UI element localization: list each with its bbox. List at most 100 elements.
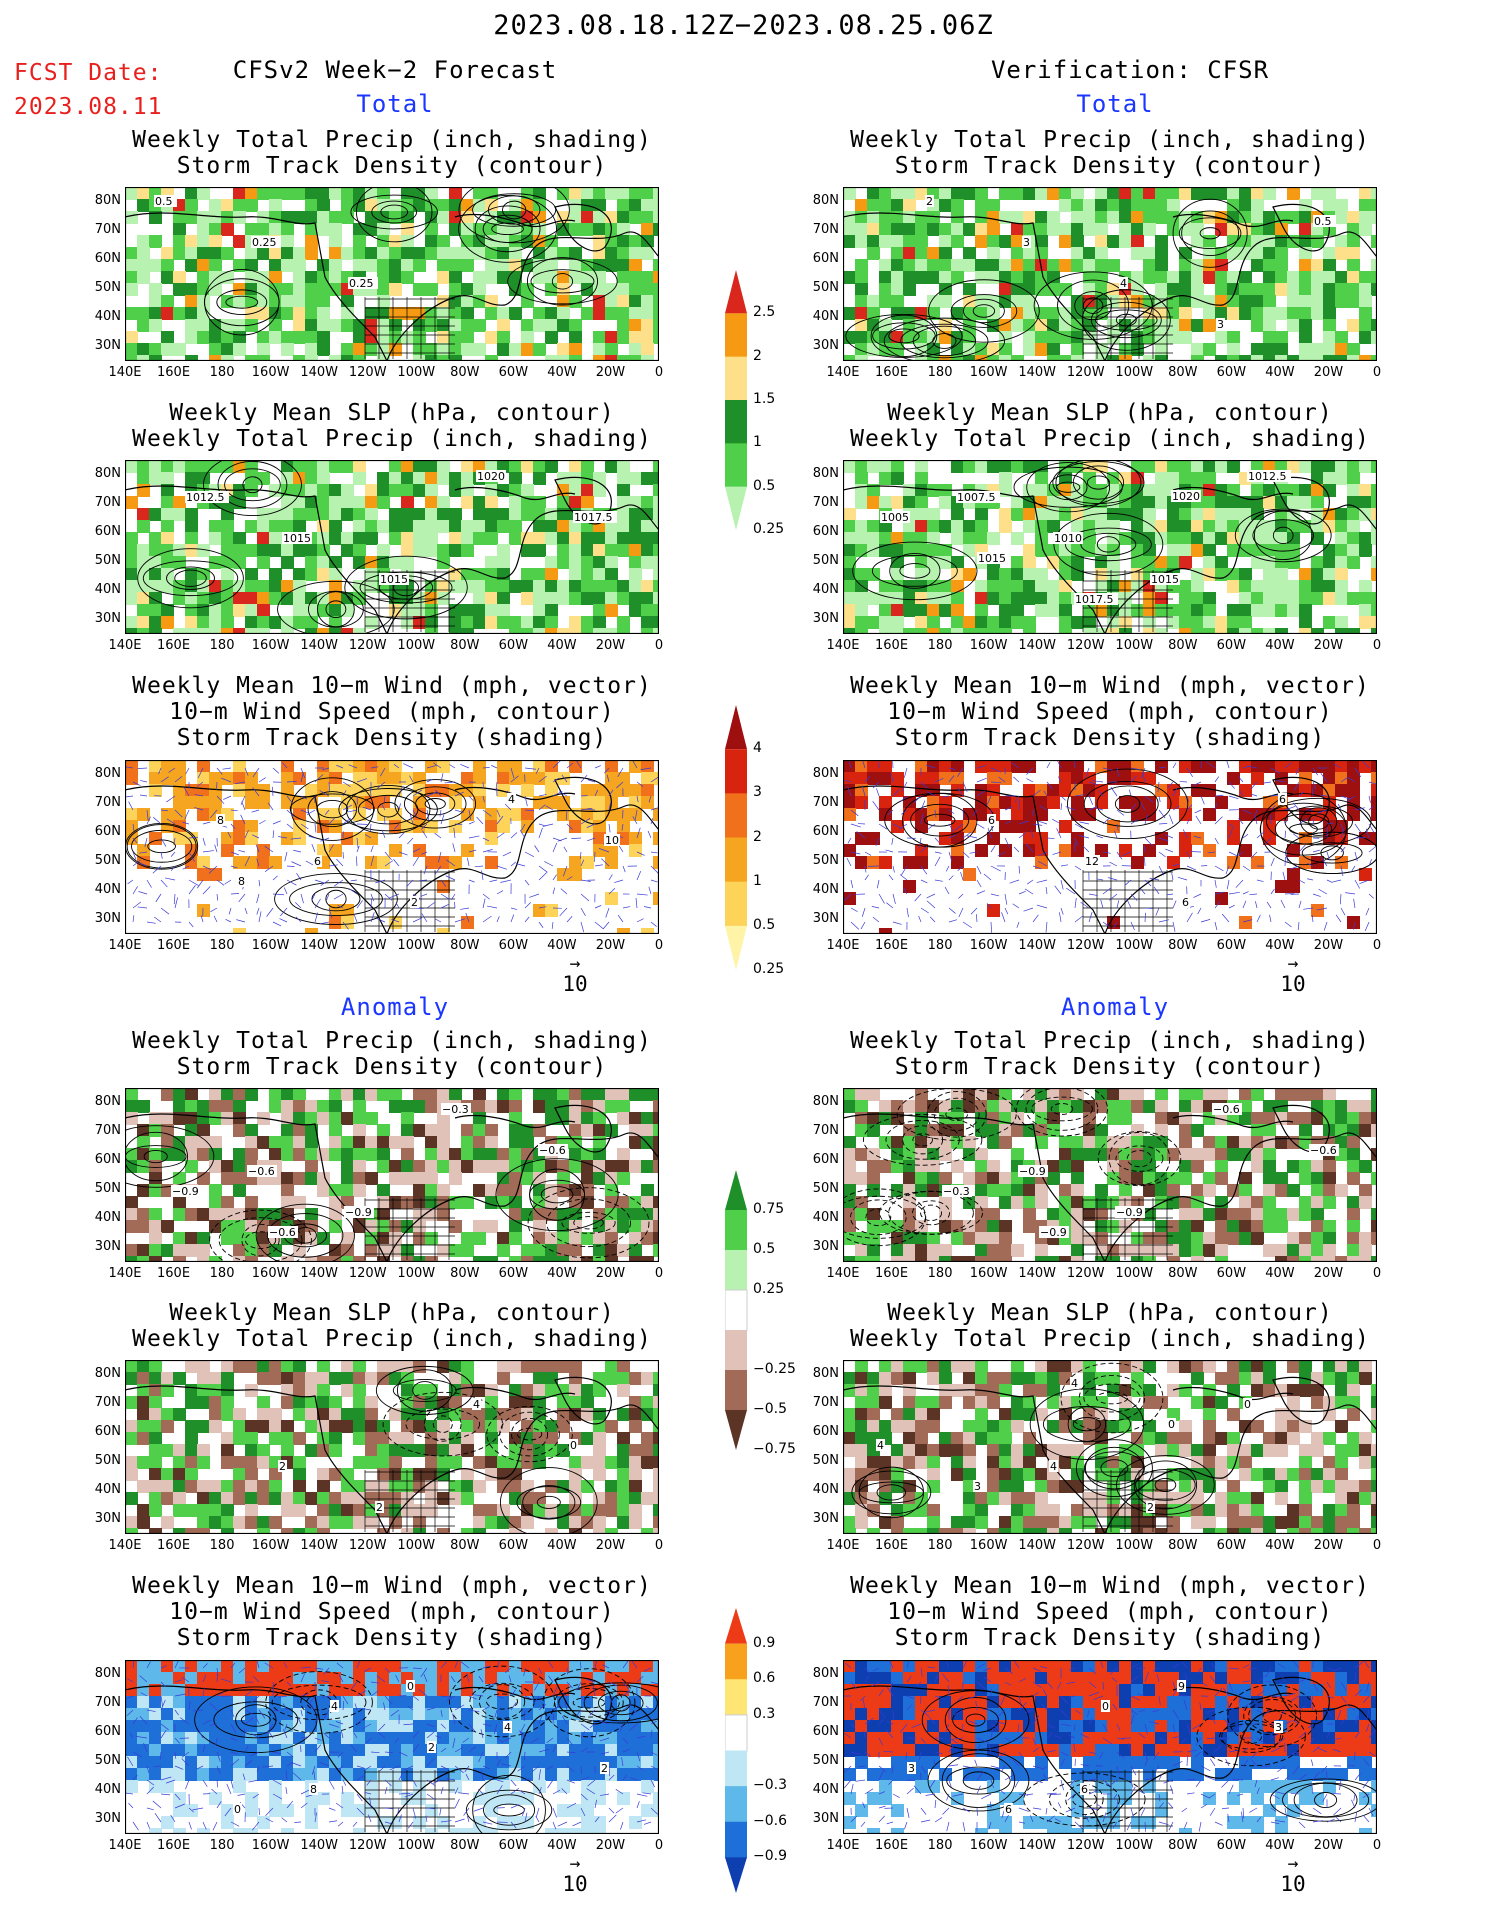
lon-label: 80W xyxy=(1168,938,1198,953)
coastline xyxy=(843,776,1377,934)
map-panel-vf-total-slp: 1007.5 1010 1015 1012.5 1005 1015 1017.5 1020 xyxy=(843,460,1377,634)
panel-title-line: Storm Track Density (shading) xyxy=(176,725,608,751)
shading-field xyxy=(125,460,659,634)
lon-label: 80W xyxy=(450,938,480,953)
lat-label: 40N xyxy=(812,882,839,897)
contour-label: 3 xyxy=(974,1480,981,1493)
map-frame xyxy=(125,1360,659,1534)
lon-label: 80W xyxy=(450,365,480,380)
contour-label: 6 xyxy=(1182,896,1189,909)
map-panel-vf-total-track: 2 3 4 3 0.5 xyxy=(843,187,1377,361)
contour-lines xyxy=(851,1362,1215,1519)
lat-label: 70N xyxy=(812,1395,839,1410)
coastline xyxy=(125,1676,659,1834)
lat-label: 30N xyxy=(94,1511,121,1526)
colorbar-segment xyxy=(725,313,747,358)
state-borders xyxy=(1082,297,1173,359)
lat-label: 80N xyxy=(812,766,839,781)
map-frame xyxy=(843,187,1377,361)
contour-label: 0 xyxy=(1244,1398,1251,1411)
contour-label: 8 xyxy=(238,875,245,888)
map-canvas: −0.9 −0.9 −0.6 −0.6 −0.3 −0.9 xyxy=(843,1088,1377,1262)
lon-label: 160E xyxy=(875,938,909,953)
colorbar-label: −0.3 xyxy=(753,1777,787,1794)
arrow-right-icon: → xyxy=(1287,1853,1299,1874)
lon-label: 120W xyxy=(1066,638,1105,653)
colorbar-label: 0.5 xyxy=(753,1241,776,1257)
lon-label: 60W xyxy=(1216,1538,1247,1553)
lat-label: 80N xyxy=(812,193,839,208)
lat-label: 80N xyxy=(812,1094,839,1109)
colorbar-label: 2.5 xyxy=(753,304,776,321)
lat-label: 80N xyxy=(94,1666,121,1681)
lon-label: 120W xyxy=(348,1266,387,1281)
lat-label: 80N xyxy=(812,1366,839,1381)
lon-label: 80W xyxy=(1168,1266,1198,1281)
lon-label: 20W xyxy=(595,1266,626,1281)
colorbar-label: 1.5 xyxy=(753,391,776,407)
contour-lines xyxy=(843,1088,1182,1247)
contour-label: −0.6 xyxy=(248,1165,275,1178)
lon-label: 0 xyxy=(1372,938,1382,953)
wind-vectors xyxy=(125,1660,659,1831)
wind-vectors xyxy=(844,760,1377,933)
colorbar-segment xyxy=(725,837,747,883)
map-panel-vf-anom-track: −0.9 −0.9 −0.6 −0.6 −0.3 −0.9 xyxy=(843,1088,1377,1262)
lat-label: 30N xyxy=(812,1239,839,1254)
colorbar-segment xyxy=(725,400,747,444)
lat-label: 70N xyxy=(94,222,121,237)
lon-label: 120W xyxy=(1066,938,1105,953)
vector-reference-value: 10 xyxy=(1280,1872,1306,1896)
lon-label: 40W xyxy=(547,938,577,953)
lon-label: 160E xyxy=(875,638,909,653)
lat-label: 40N xyxy=(94,1482,121,1497)
contour-label: 1020 xyxy=(477,470,505,483)
lat-label: 70N xyxy=(94,1123,121,1138)
lon-label: 80W xyxy=(450,638,480,653)
lon-label: 180 xyxy=(927,1538,953,1553)
colorbar-segment xyxy=(725,1750,747,1787)
contour-label: 4 xyxy=(508,793,515,806)
contour-label: 1010 xyxy=(1054,532,1082,545)
lat-label: 40N xyxy=(812,582,839,597)
contour-label: −0.6 xyxy=(269,1226,296,1239)
lon-label: 40W xyxy=(547,365,577,380)
lat-label: 70N xyxy=(812,222,839,237)
lon-label: 160W xyxy=(251,1838,290,1853)
colorbar-precip-anom xyxy=(725,1170,748,1450)
lat-label: 70N xyxy=(94,495,121,510)
lon-label: 160W xyxy=(251,938,290,953)
lat-label: 60N xyxy=(94,1152,121,1167)
state-borders xyxy=(364,297,455,359)
lon-label: 20W xyxy=(1313,1538,1344,1553)
contour-label: 8 xyxy=(310,1783,317,1796)
state-borders xyxy=(364,1198,455,1260)
fcst-label: FCST Date: xyxy=(14,60,163,86)
lat-label: 80N xyxy=(94,1094,121,1109)
shading-field xyxy=(843,460,1377,634)
panel-title-line: Storm Track Density (shading) xyxy=(894,725,1326,751)
contour-lines xyxy=(125,777,477,925)
contour-label: 1012.5 xyxy=(1248,470,1287,483)
contour-label: 6 xyxy=(1279,793,1286,806)
lat-label: 70N xyxy=(812,495,839,510)
lat-label: 30N xyxy=(812,1511,839,1526)
lon-label: 60W xyxy=(498,365,529,380)
lat-label: 50N xyxy=(812,853,839,868)
lat-label: 40N xyxy=(94,582,121,597)
lon-label: 40W xyxy=(547,1538,577,1553)
lon-label: 140E xyxy=(826,1266,860,1281)
map-frame xyxy=(125,1660,659,1834)
lat-label: 70N xyxy=(94,1695,121,1710)
lon-label: 160W xyxy=(251,1266,290,1281)
contour-label: 3 xyxy=(1023,236,1030,249)
lon-label: 140W xyxy=(300,1538,338,1553)
lat-label: 30N xyxy=(812,911,839,926)
contour-label: 2 xyxy=(428,1741,435,1754)
lon-label: 160E xyxy=(157,365,191,380)
lat-label: 30N xyxy=(812,611,839,626)
lon-label: 140E xyxy=(826,1538,860,1553)
lon-label: 140E xyxy=(108,638,142,653)
lat-label: 50N xyxy=(812,1181,839,1196)
wind-vectors xyxy=(125,760,659,933)
